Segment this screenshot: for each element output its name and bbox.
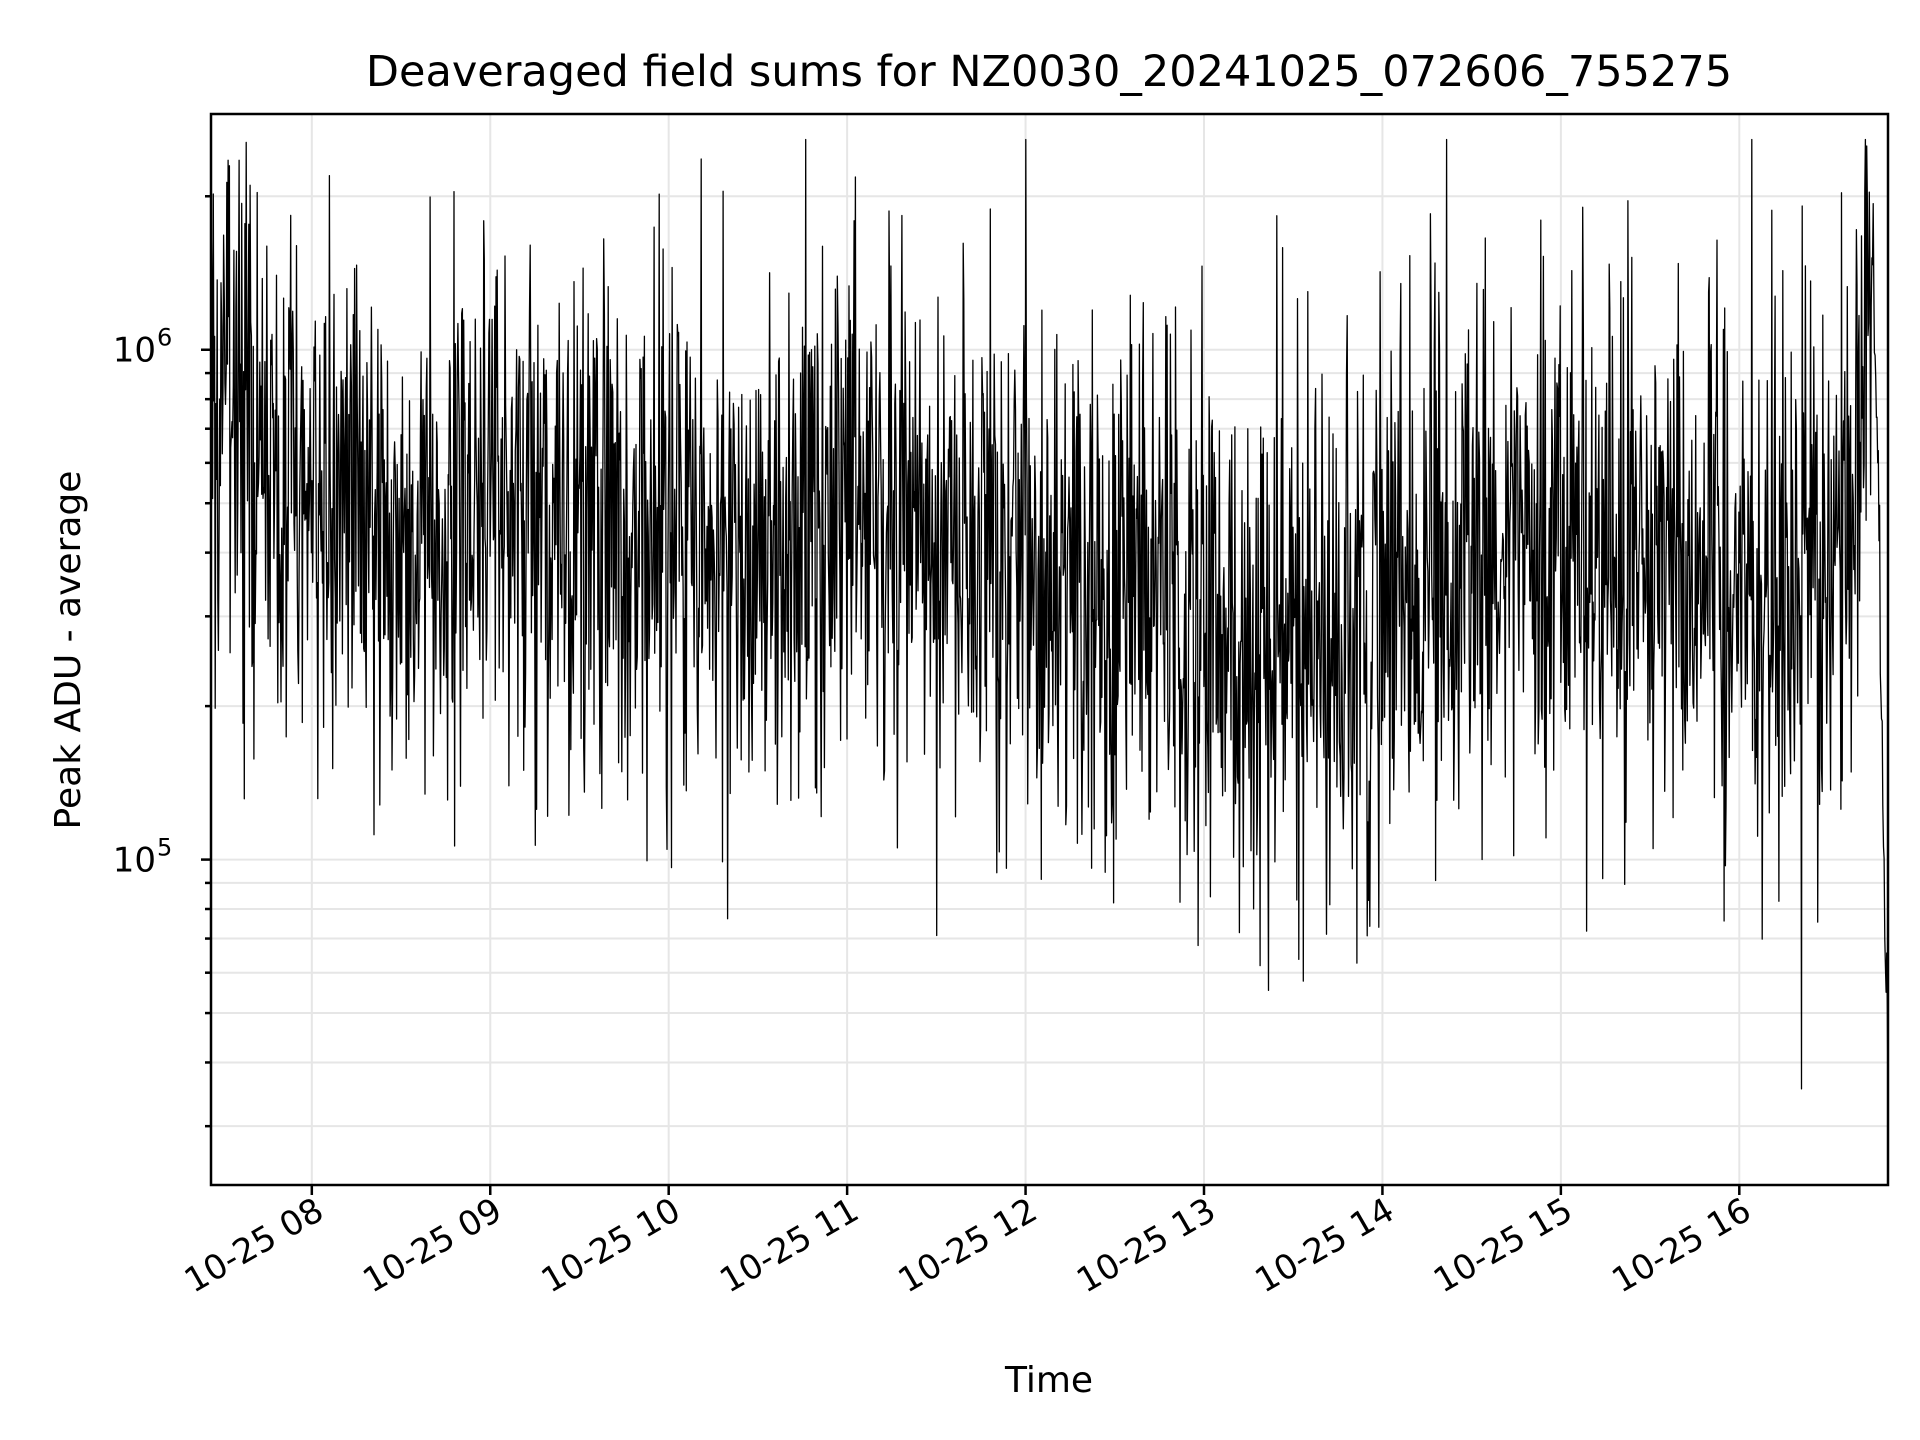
plot-frame bbox=[209, 112, 1890, 1187]
chart-title: Deaveraged field sums for NZ0030_2024102… bbox=[366, 47, 1732, 97]
y-tick-label: 10 bbox=[113, 841, 156, 881]
x-tick-label: 10-25 10 bbox=[535, 1190, 687, 1301]
x-axis-label: Time bbox=[1004, 1360, 1093, 1401]
x-tick-label: 10-25 15 bbox=[1427, 1190, 1579, 1301]
x-tick-label: 10-25 13 bbox=[1070, 1190, 1222, 1301]
y-tick-label: 10 bbox=[113, 331, 156, 371]
series-line bbox=[210, 138, 1889, 1106]
y-tick-exponent: 6 bbox=[157, 324, 172, 352]
x-tick-label: 10-25 14 bbox=[1249, 1190, 1401, 1301]
x-tick-label: 10-25 16 bbox=[1605, 1190, 1757, 1301]
x-tick-label: 10-25 11 bbox=[713, 1190, 865, 1301]
x-tick-label: 10-25 09 bbox=[356, 1190, 508, 1301]
x-tick-label: 10-25 12 bbox=[892, 1190, 1044, 1301]
y-tick-exponent: 5 bbox=[157, 834, 172, 862]
y-axis-label: Peak ADU - average bbox=[48, 471, 89, 830]
x-tick-label: 10-25 08 bbox=[178, 1190, 330, 1301]
